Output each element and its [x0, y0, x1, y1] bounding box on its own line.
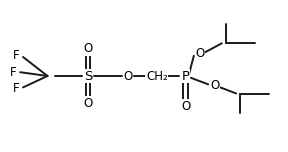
Text: O: O	[83, 97, 92, 110]
Text: F: F	[12, 82, 19, 95]
Text: O: O	[196, 47, 205, 60]
Text: S: S	[84, 69, 92, 83]
Text: O: O	[124, 69, 133, 83]
Text: O: O	[83, 42, 92, 55]
Text: P: P	[182, 69, 190, 83]
Text: O: O	[181, 100, 190, 113]
Text: CH₂: CH₂	[146, 69, 168, 83]
Text: O: O	[210, 79, 219, 92]
Text: F: F	[10, 66, 16, 79]
Text: F: F	[12, 49, 19, 62]
